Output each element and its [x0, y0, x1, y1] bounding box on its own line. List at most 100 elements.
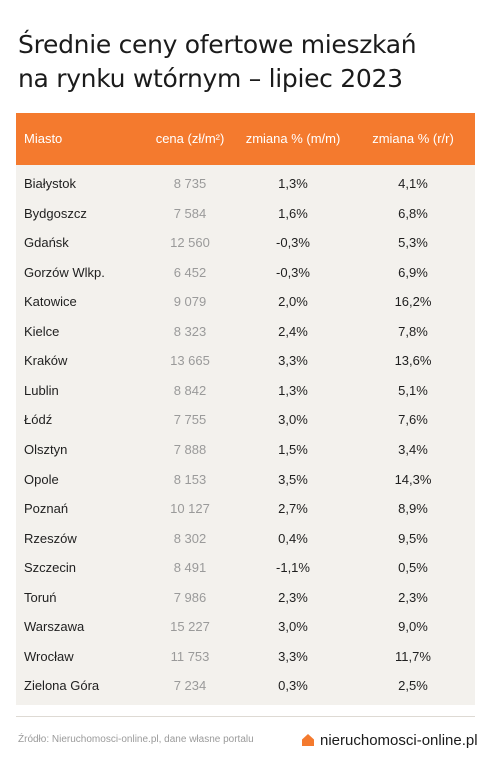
cell-change-mm: 2,4% [278, 323, 308, 339]
cell-price: 8 323 [173, 323, 207, 339]
cell-city: Zielona Góra [24, 678, 100, 694]
cell-change-rr: 6,9% [398, 264, 428, 280]
table-row: Kraków 13 665 3,3% 13,6% [16, 347, 475, 377]
table-row: Kielce 8 323 2,4% 7,8% [16, 318, 475, 348]
cell-change-rr: 6,8% [398, 205, 428, 221]
cell-change-rr: 8,9% [398, 501, 428, 517]
cell-change-rr: 5,1% [398, 382, 428, 398]
table-row: Gorzów Wlkp. 6 452 -0,3% 6,9% [16, 259, 475, 289]
title-line-2: na rynku wtórnym – lipiec 2023 [18, 64, 403, 93]
cell-city: Kielce [24, 323, 60, 339]
cell-city: Szczecin [24, 560, 77, 576]
table-row: Łódź 7 755 3,0% 7,6% [16, 406, 475, 436]
table-row: Szczecin 8 491 -1,1% 0,5% [16, 554, 475, 584]
cell-change-mm: 3,0% [278, 619, 308, 635]
cell-price: 7 755 [173, 412, 207, 428]
cell-change-rr: 7,8% [398, 323, 428, 339]
cell-city: Bydgoszcz [24, 205, 87, 221]
cell-price: 7 888 [173, 441, 207, 457]
cell-city: Gdańsk [24, 235, 69, 251]
cell-change-mm: 3,5% [278, 471, 308, 487]
cell-city: Opole [24, 471, 59, 487]
cell-change-mm: 0,3% [278, 678, 308, 694]
cell-price: 8 491 [173, 560, 207, 576]
cell-city: Białystok [24, 176, 77, 191]
table-row: Warszawa 15 227 3,0% 9,0% [16, 613, 475, 643]
table-row: Gdańsk 12 560 -0,3% 5,3% [16, 229, 475, 259]
cell-price: 13 665 [170, 353, 210, 369]
cell-price: 10 127 [170, 501, 210, 517]
cell-city: Poznań [24, 501, 69, 517]
cell-change-mm: 1,3% [278, 176, 308, 191]
table-row: Wrocław 11 753 3,3% 11,7% [16, 643, 475, 673]
header-city: Miasto [24, 131, 63, 146]
cell-change-mm: 1,5% [278, 441, 308, 457]
cell-city: Wrocław [24, 648, 74, 664]
cell-change-mm: -1,1% [276, 560, 310, 576]
cell-change-mm: 1,6% [278, 205, 308, 221]
cell-price: 11 753 [170, 648, 210, 664]
cell-change-rr: 9,5% [398, 530, 428, 546]
cell-city: Toruń [24, 589, 57, 605]
cell-change-mm: 2,7% [278, 501, 308, 517]
table-row: Lublin 8 842 1,3% 5,1% [16, 377, 475, 407]
table-row: Olsztyn 7 888 1,5% 3,4% [16, 436, 475, 466]
cell-city: Katowice [24, 294, 77, 310]
cell-price: 7 234 [173, 678, 207, 694]
cell-city: Warszawa [24, 619, 85, 635]
cell-change-mm: -0,3% [276, 235, 310, 251]
logo-text: nieruchomosci-online.pl [320, 731, 478, 749]
table-row: Białystok 8 735 1,3% 4,1% [16, 170, 475, 200]
table-header: Miasto cena (zł/m²) zmiana % (m/m) zmian… [16, 113, 475, 165]
cell-change-rr: 7,6% [398, 412, 428, 428]
cell-change-rr: 9,0% [398, 619, 428, 635]
cell-price: 8 302 [173, 530, 207, 546]
cell-price: 7 584 [173, 205, 207, 221]
source-note: Źródło: Nieruchomosci-online.pl, dane wł… [18, 734, 254, 745]
cell-city: Rzeszów [24, 530, 77, 546]
cell-change-rr: 13,6% [394, 353, 432, 369]
table-row: Poznań 10 127 2,7% 8,9% [16, 495, 475, 525]
cell-city: Olsztyn [24, 441, 68, 457]
cell-change-mm: 1,3% [278, 382, 308, 398]
cell-change-mm: 3,3% [278, 648, 308, 664]
header-change-rr: zmiana % (r/r) [372, 131, 454, 146]
cell-change-rr: 2,5% [398, 678, 428, 694]
cell-price: 8 153 [173, 471, 207, 487]
house-icon [302, 734, 314, 746]
cell-change-mm: 2,0% [278, 294, 308, 310]
cell-city: Łódź [24, 412, 53, 428]
cell-change-rr: 16,2% [394, 294, 432, 310]
cell-change-rr: 4,1% [398, 176, 428, 191]
cell-price: 9 079 [173, 294, 207, 310]
table-row: Zielona Góra 7 234 0,3% 2,5% [16, 672, 475, 702]
cell-change-mm: 3,3% [278, 353, 308, 369]
cell-change-mm: 2,3% [278, 589, 308, 605]
cell-price: 12 560 [170, 235, 210, 251]
table-row: Rzeszów 8 302 0,4% 9,5% [16, 525, 475, 555]
cell-price: 7 986 [173, 589, 207, 605]
cell-city: Lublin [24, 382, 59, 398]
cell-price: 8 842 [173, 382, 207, 398]
cell-price: 6 452 [173, 264, 207, 280]
cell-change-mm: 3,0% [278, 412, 308, 428]
table-panel [16, 113, 475, 705]
chart-title: Średnie ceny ofertowe mieszkań na rynku … [18, 28, 478, 96]
cell-change-mm: 0,4% [278, 530, 308, 546]
cell-change-rr: 5,3% [398, 235, 428, 251]
cell-price: 8 735 [173, 176, 207, 191]
header-price: cena (zł/m²) [155, 131, 225, 146]
table-row: Bydgoszcz 7 584 1,6% 6,8% [16, 200, 475, 230]
cell-city: Gorzów Wlkp. [24, 264, 105, 280]
cell-change-rr: 11,7% [395, 648, 431, 664]
brand-logo: nieruchomosci-online.pl [301, 730, 478, 750]
footer-divider [16, 716, 475, 717]
table-row: Toruń 7 986 2,3% 2,3% [16, 584, 475, 614]
cell-change-mm: -0,3% [276, 264, 310, 280]
header-change-mm: zmiana % (m/m) [245, 131, 341, 146]
cell-change-rr: 2,3% [398, 589, 428, 605]
table-row: Katowice 9 079 2,0% 16,2% [16, 288, 475, 318]
cell-change-rr: 0,5% [398, 560, 428, 576]
table-row: Opole 8 153 3,5% 14,3% [16, 466, 475, 496]
cell-city: Kraków [24, 353, 68, 369]
